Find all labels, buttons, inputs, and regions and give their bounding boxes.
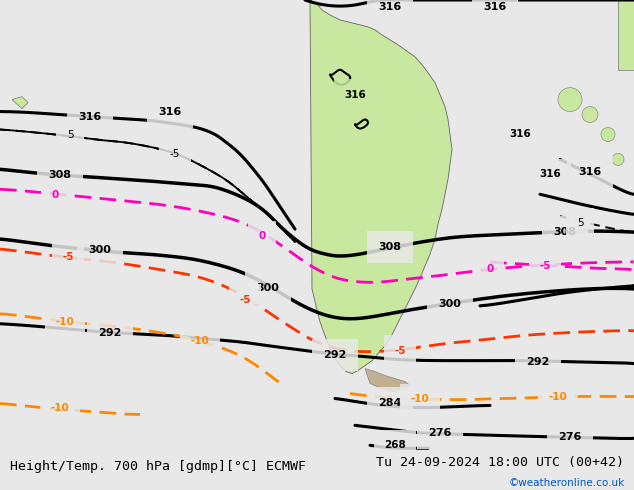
- Text: 292: 292: [526, 357, 550, 367]
- Text: -5: -5: [170, 149, 180, 159]
- Text: 276: 276: [429, 428, 451, 439]
- Text: -5: -5: [540, 261, 551, 271]
- Text: 0: 0: [51, 190, 58, 200]
- Text: 0: 0: [259, 231, 266, 241]
- Circle shape: [582, 107, 598, 122]
- Text: 276: 276: [559, 432, 581, 442]
- Polygon shape: [365, 368, 410, 392]
- Text: 292: 292: [323, 350, 347, 360]
- Text: 316: 316: [483, 2, 507, 12]
- Text: -10: -10: [51, 403, 69, 414]
- Text: 300: 300: [257, 283, 280, 293]
- Text: Height/Temp. 700 hPa [gdmp][°C] ECMWF: Height/Temp. 700 hPa [gdmp][°C] ECMWF: [10, 460, 306, 473]
- Text: 316: 316: [578, 167, 602, 177]
- Text: -5: -5: [394, 345, 406, 356]
- Text: 316: 316: [539, 170, 561, 179]
- Text: 308: 308: [553, 227, 576, 237]
- Text: 292: 292: [98, 328, 122, 338]
- Text: -5: -5: [239, 295, 251, 305]
- Text: 316: 316: [509, 129, 531, 140]
- Text: 5: 5: [577, 218, 583, 228]
- Text: Tu 24-09-2024 18:00 UTC (00+42): Tu 24-09-2024 18:00 UTC (00+42): [377, 456, 624, 469]
- Text: 316: 316: [158, 106, 181, 117]
- Text: ©weatheronline.co.uk: ©weatheronline.co.uk: [508, 478, 624, 489]
- Circle shape: [612, 153, 624, 165]
- Text: 300: 300: [89, 245, 112, 255]
- Text: 316: 316: [344, 90, 366, 99]
- Polygon shape: [310, 0, 452, 373]
- Text: -10: -10: [411, 394, 429, 404]
- Polygon shape: [12, 97, 28, 109]
- Text: 0: 0: [486, 264, 494, 274]
- Text: 308: 308: [48, 171, 72, 180]
- Text: 300: 300: [439, 299, 462, 309]
- Text: -5: -5: [62, 252, 74, 262]
- Text: -10: -10: [548, 392, 567, 402]
- Polygon shape: [618, 0, 634, 70]
- Circle shape: [558, 88, 582, 112]
- Text: 284: 284: [378, 398, 402, 409]
- Text: 268: 268: [384, 441, 406, 450]
- Text: 308: 308: [378, 242, 401, 252]
- Text: 316: 316: [378, 2, 401, 12]
- Text: -10: -10: [56, 317, 74, 327]
- Text: 316: 316: [79, 112, 101, 122]
- Text: 5: 5: [67, 130, 74, 141]
- Circle shape: [601, 127, 615, 142]
- Text: -10: -10: [191, 336, 209, 345]
